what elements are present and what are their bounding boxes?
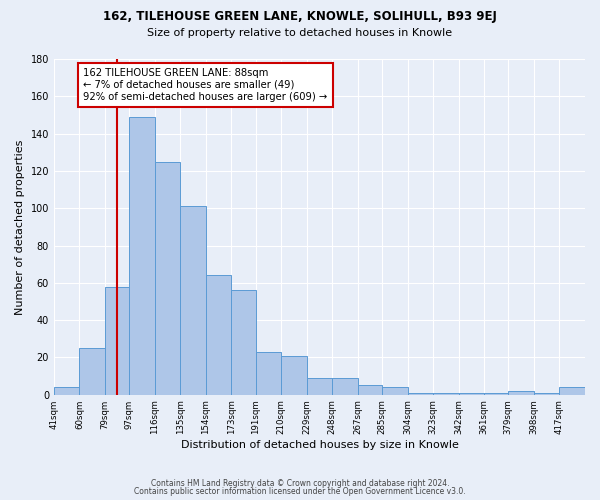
Bar xyxy=(433,393,458,394)
Bar xyxy=(508,391,534,394)
Bar xyxy=(281,356,307,395)
Bar xyxy=(382,387,407,394)
X-axis label: Distribution of detached houses by size in Knowle: Distribution of detached houses by size … xyxy=(181,440,458,450)
Bar xyxy=(307,378,332,394)
Bar xyxy=(559,387,585,394)
Bar xyxy=(232,290,256,395)
Text: Contains public sector information licensed under the Open Government Licence v3: Contains public sector information licen… xyxy=(134,487,466,496)
Text: 162, TILEHOUSE GREEN LANE, KNOWLE, SOLIHULL, B93 9EJ: 162, TILEHOUSE GREEN LANE, KNOWLE, SOLIH… xyxy=(103,10,497,23)
Bar xyxy=(129,117,155,394)
Bar xyxy=(332,378,358,394)
Bar xyxy=(155,162,181,394)
Bar xyxy=(181,206,206,394)
Text: Contains HM Land Registry data © Crown copyright and database right 2024.: Contains HM Land Registry data © Crown c… xyxy=(151,478,449,488)
Bar xyxy=(79,348,105,395)
Bar xyxy=(458,393,484,394)
Bar xyxy=(206,276,232,394)
Y-axis label: Number of detached properties: Number of detached properties xyxy=(15,139,25,314)
Bar xyxy=(534,393,559,394)
Bar xyxy=(54,387,79,394)
Bar xyxy=(358,386,382,394)
Bar xyxy=(407,393,433,394)
Bar xyxy=(105,286,129,395)
Text: 162 TILEHOUSE GREEN LANE: 88sqm
← 7% of detached houses are smaller (49)
92% of : 162 TILEHOUSE GREEN LANE: 88sqm ← 7% of … xyxy=(83,68,328,102)
Text: Size of property relative to detached houses in Knowle: Size of property relative to detached ho… xyxy=(148,28,452,38)
Bar xyxy=(484,393,508,394)
Bar xyxy=(256,352,281,395)
